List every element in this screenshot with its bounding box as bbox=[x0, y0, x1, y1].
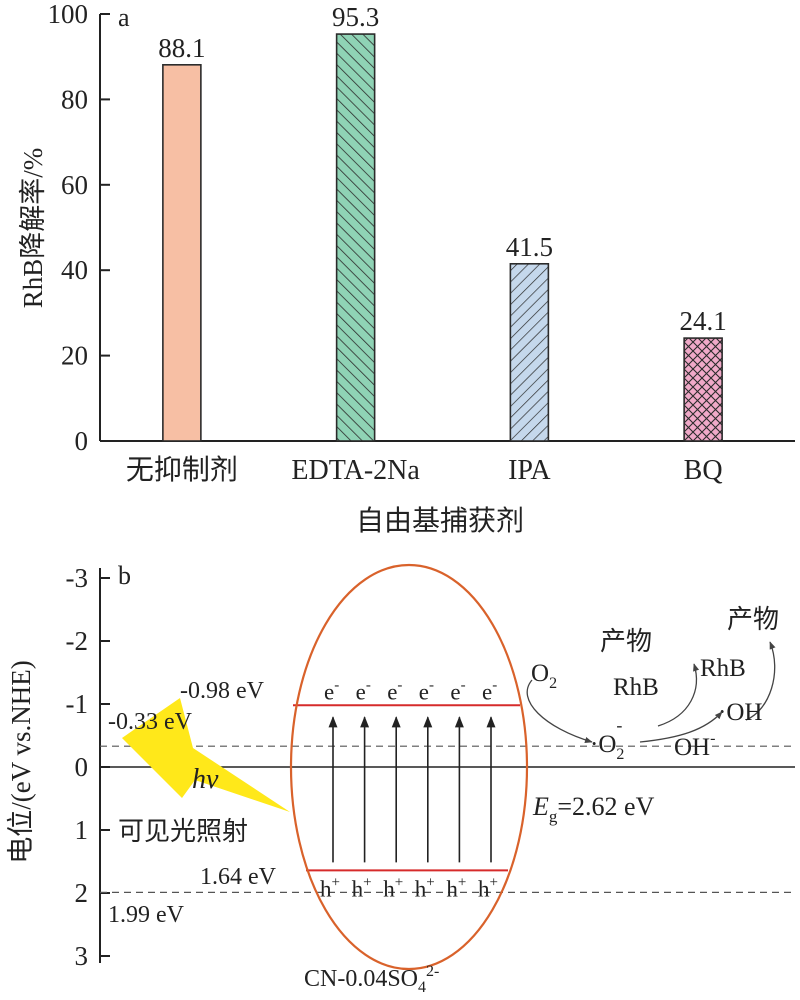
band-diagram-panel: b -3 -2 -1 0 1 2 3 电位/(eV vs.NHE) hv 可见光照射 e-e… bbox=[6, 561, 795, 996]
bandgap-label: Eg=2.62 eV bbox=[532, 792, 655, 826]
hole-symbol: h+ bbox=[383, 874, 403, 901]
oh-ion-label: OH- bbox=[674, 730, 715, 761]
electron-symbol: e- bbox=[450, 677, 465, 704]
panel-label-a: a bbox=[118, 3, 130, 32]
y-tick-label-a: 20 bbox=[61, 341, 88, 371]
o2-reduction-arrow bbox=[526, 679, 593, 743]
rhb-right-label: RhB bbox=[700, 655, 746, 682]
bars-a: 88.1 无抑制剂 95.3 EDTA-2Na 41.5 IPA 24.1 BQ bbox=[126, 2, 727, 486]
x-tick-label-a: EDTA-2Na bbox=[291, 455, 420, 486]
oh-radical-label: ·OH bbox=[718, 699, 762, 726]
hole-symbol: h+ bbox=[415, 874, 435, 901]
product-left-label: 产物 bbox=[600, 627, 652, 656]
y-tick-label-a: 40 bbox=[61, 255, 88, 285]
y-axis-title-a: RhB降解率/% bbox=[18, 148, 48, 309]
oh-to-radical-arrow bbox=[639, 711, 723, 743]
hole-symbol: h+ bbox=[352, 874, 372, 901]
y-tick-label-b: 2 bbox=[75, 878, 89, 908]
rhb-left-label: RhB bbox=[613, 674, 659, 701]
semiconductor-ellipse bbox=[289, 563, 529, 971]
hole-symbol: h+ bbox=[478, 874, 498, 901]
y-axis-title-b: 电位/(eV vs.NHE) bbox=[6, 660, 36, 863]
hole-symbol: h+ bbox=[320, 874, 340, 901]
bar-value-label: 88.1 bbox=[158, 33, 205, 63]
y-tick-label-a: 0 bbox=[75, 426, 89, 456]
y-tick-label-b: 3 bbox=[75, 941, 89, 971]
y-tick-label-a: 80 bbox=[61, 84, 88, 114]
bar-chart-panel: a 0 20 40 60 80 100 88.1 无抑制剂 95.3 EDTA-2Na 41.5 I… bbox=[18, 0, 795, 537]
superoxide-oxidation-arrow bbox=[657, 663, 700, 727]
y-tick-label-b: 1 bbox=[75, 815, 89, 845]
y-tick-label-b: 0 bbox=[75, 752, 89, 782]
electron-symbol: e- bbox=[482, 677, 497, 704]
hole-row: h+ h+ h+ h+ h+ h+ bbox=[320, 874, 498, 901]
y-tick-label-a: 60 bbox=[61, 170, 88, 200]
cb-label: -0.98 eV bbox=[180, 678, 265, 704]
y-tick-label-b: -2 bbox=[66, 626, 89, 656]
electron-symbol: e- bbox=[324, 677, 339, 704]
product-right-label: 产物 bbox=[727, 605, 779, 634]
bar-3 bbox=[509, 262, 550, 442]
bar-2 bbox=[335, 33, 376, 442]
bar-value-label: 95.3 bbox=[332, 2, 379, 32]
y-ticks-a: 0 20 40 60 80 100 bbox=[48, 0, 110, 456]
x-axis-title-a: 自由基捕获剂 bbox=[356, 505, 524, 537]
hydroxyl-oxidation-arrow bbox=[745, 641, 776, 721]
ref-upper-label: -0.33 eV bbox=[108, 709, 193, 735]
y-ticks-b: -3 -2 -1 0 1 2 3 bbox=[66, 563, 110, 971]
electron-symbol: e- bbox=[387, 677, 402, 704]
x-tick-label-a: BQ bbox=[684, 455, 723, 486]
bar-4 bbox=[683, 337, 723, 442]
electron-symbol: e- bbox=[419, 677, 434, 704]
o2-label: O2 bbox=[531, 660, 557, 692]
x-tick-label-a: IPA bbox=[508, 455, 551, 486]
bar-value-label: 41.5 bbox=[506, 232, 553, 262]
light-label: 可见光照射 bbox=[118, 817, 248, 846]
ref-lower-label: 1.99 eV bbox=[108, 902, 185, 928]
electron-row: e-e-e-e-e-e- bbox=[324, 677, 497, 704]
bar-1 bbox=[162, 64, 202, 442]
panel-label-b: b bbox=[118, 561, 131, 590]
x-tick-label-a: 无抑制剂 bbox=[126, 454, 238, 486]
hv-symbol: hv bbox=[192, 764, 219, 795]
electron-symbol: e- bbox=[356, 677, 371, 704]
superoxide-label: ·O2- bbox=[590, 715, 624, 763]
bar-value-label: 24.1 bbox=[680, 306, 727, 336]
material-label: CN-0.04SO42- bbox=[304, 963, 439, 996]
excitation-arrows bbox=[328, 716, 496, 863]
vb-label: 1.64 eV bbox=[200, 864, 277, 890]
y-tick-label-b: -1 bbox=[66, 689, 89, 719]
light-beam-icon bbox=[122, 698, 290, 812]
y-tick-label-b: -3 bbox=[66, 563, 89, 593]
y-tick-label-a: 100 bbox=[48, 0, 89, 29]
hole-symbol: h+ bbox=[446, 874, 466, 901]
